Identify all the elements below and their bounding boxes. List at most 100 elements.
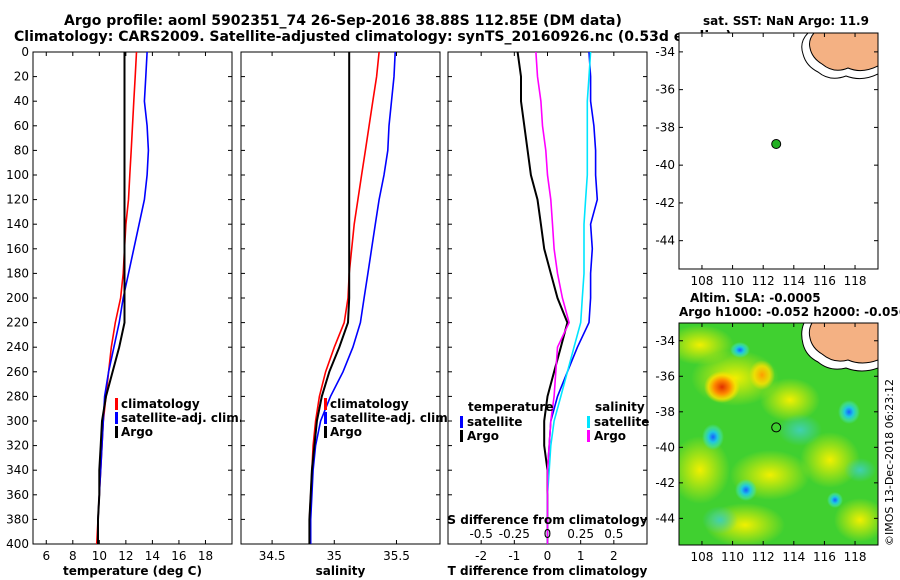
map_sla-xtick-label: 118 <box>844 550 867 564</box>
map_sla-ytick-label: -40 <box>655 440 675 454</box>
difference-legend-label: satellite <box>594 415 649 429</box>
map_sst-ytick-label: -38 <box>655 120 675 134</box>
map_sla-xtick-label: 110 <box>721 550 744 564</box>
map_sla-axes-frame <box>678 322 879 546</box>
salinity-legend-swatch <box>324 426 327 438</box>
temperature-ytick-label: 0 <box>21 45 29 59</box>
temperature-series-argo <box>97 52 126 544</box>
temperature-xtick-label: 18 <box>198 549 213 563</box>
temperature-ytick-label: 100 <box>6 168 29 182</box>
map_sla-ytick-label: -36 <box>655 369 675 383</box>
salinity-legend-label: Argo <box>330 425 362 439</box>
difference-xtick-label: 2 <box>610 549 618 563</box>
temperature-ytick-label: 400 <box>6 537 29 551</box>
temperature-ytick-label: 260 <box>6 365 29 379</box>
difference-legend-swatch <box>587 416 590 428</box>
map_sst-xtick-label: 112 <box>752 274 775 288</box>
difference-legend-swatch <box>460 430 463 442</box>
temperature-legend-swatch <box>115 412 118 424</box>
sst-map-land <box>801 33 878 80</box>
temperature-legend-label: Argo <box>121 425 153 439</box>
map_sla-xtick-label: 108 <box>691 550 714 564</box>
difference-top-xtick-label: 0.5 <box>604 527 623 541</box>
sla-map-field <box>679 323 878 545</box>
title-line-1: Argo profile: aoml 5902351_74 26-Sep-201… <box>64 13 622 29</box>
temperature-ytick-label: 200 <box>6 291 29 305</box>
temperature-series-satellite-adj-clim- <box>97 51 150 544</box>
difference-xtick-label: -1 <box>508 549 520 563</box>
salinity-legend-label: satellite-adj. clim. <box>330 411 452 425</box>
temperature-ytick-label: 60 <box>14 119 29 133</box>
salinity-series-argo <box>308 52 351 544</box>
difference-legend-label: Argo <box>594 429 626 443</box>
difference-legend-label: satellite <box>467 415 522 429</box>
map_sla-ytick-label: -38 <box>655 405 675 419</box>
difference-top-xlabel: S difference from climatology <box>447 513 647 527</box>
difference-xtick-label: -2 <box>475 549 487 563</box>
sst-map-title: sat. SST: NaN Argo: 11.9 <box>703 14 869 28</box>
temperature-ytick-label: 360 <box>6 488 29 502</box>
temperature-ytick-label: 220 <box>6 316 29 330</box>
temperature-xtick-label: 16 <box>171 549 186 563</box>
map_sst-xtick-label: 116 <box>813 274 836 288</box>
difference-series-temperature-argo <box>516 51 569 544</box>
temperature-ytick-label: 140 <box>6 217 29 231</box>
salinity-series-satellite-adj-clim- <box>309 51 396 544</box>
temperature-legend-label: climatology <box>121 397 200 411</box>
map_sla-ytick-label: -42 <box>655 476 675 490</box>
temperature-legend-label: satellite-adj. clim. <box>121 411 243 425</box>
salinity-xlabel: salinity <box>316 564 366 578</box>
difference-series-salinity-argo <box>535 51 570 544</box>
temperature-ytick-label: 40 <box>14 94 29 108</box>
temperature-ytick-label: 80 <box>14 143 29 157</box>
map_sla-xtick-label: 116 <box>813 550 836 564</box>
salinity-xtick-label: 35 <box>327 549 342 563</box>
map_sst-ytick-label: -44 <box>655 234 675 248</box>
temperature-ytick-label: 160 <box>6 242 29 256</box>
temperature-ytick-label: 20 <box>14 70 29 84</box>
temperature-xtick-label: 8 <box>69 549 77 563</box>
temperature-ytick-label: 240 <box>6 340 29 354</box>
difference-top-xtick-label: -0.5 <box>469 527 492 541</box>
difference-legend-swatch <box>460 416 463 428</box>
difference-xtick-label: 1 <box>577 549 585 563</box>
temperature-ytick-label: 340 <box>6 463 29 477</box>
title-line-2: Climatology: CARS2009. Satellite-adjuste… <box>14 29 732 45</box>
difference-legend-salinity-title: salinity <box>595 400 645 414</box>
salinity-legend-swatch <box>324 412 327 424</box>
salinity-legend-swatch <box>324 398 327 410</box>
difference-series-salinity-satellite <box>546 51 592 544</box>
temperature-legend-swatch <box>115 426 118 438</box>
map_sst-ytick-label: -42 <box>655 196 675 210</box>
map_sla-xtick-label: 112 <box>752 550 775 564</box>
sla-map-title-1: Altim. SLA: -0.0005 <box>690 291 821 305</box>
map_sla-ytick-label: -34 <box>655 334 675 348</box>
map_sst-xtick-label: 118 <box>844 274 867 288</box>
temperature-xlabel: temperature (deg C) <box>63 564 202 578</box>
temperature-xtick-label: 12 <box>118 549 133 563</box>
salinity-legend-label: climatology <box>330 397 409 411</box>
map_sst-ytick-label: -36 <box>655 83 675 97</box>
temperature-ytick-label: 280 <box>6 389 29 403</box>
map_sst-axes-frame <box>678 32 879 270</box>
difference-legend-temperature-title: temperature <box>468 400 553 414</box>
difference-top-xtick-label: 0 <box>544 527 552 541</box>
difference-legend-swatch <box>587 430 590 442</box>
map_sst-ytick-label: -34 <box>655 45 675 59</box>
temperature-xtick-label: 14 <box>145 549 160 563</box>
map_sst-ytick-label: -40 <box>655 158 675 172</box>
temperature-ytick-label: 320 <box>6 439 29 453</box>
difference-top-xtick-label: 0.25 <box>567 527 594 541</box>
map_sst-xtick-label: 110 <box>721 274 744 288</box>
salinity-axes-frame <box>240 51 441 545</box>
salinity-xtick-label: 35.5 <box>383 549 410 563</box>
temperature-ytick-label: 180 <box>6 266 29 280</box>
temperature-ytick-label: 300 <box>6 414 29 428</box>
temperature-ytick-label: 120 <box>6 193 29 207</box>
difference-legend-label: Argo <box>467 429 499 443</box>
temperature-xtick-label: 6 <box>42 549 50 563</box>
map_sst-argo-position-marker <box>771 139 782 150</box>
map_sla-argo-position-marker <box>771 422 782 433</box>
temperature-xtick-label: 10 <box>92 549 107 563</box>
